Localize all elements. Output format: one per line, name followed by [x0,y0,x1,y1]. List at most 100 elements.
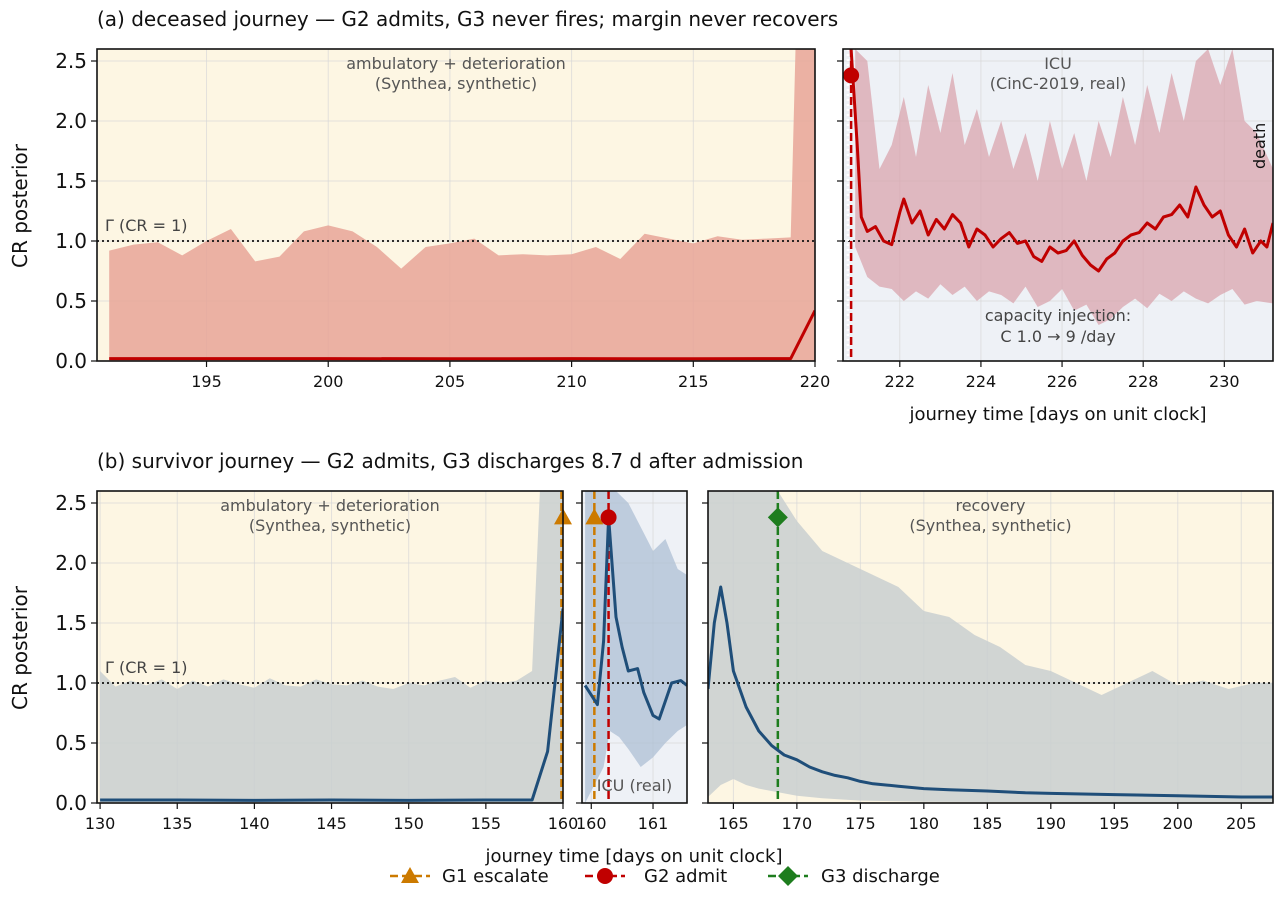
panel-b-recovery: recovery(Synthea, synthetic) 165 170 175 180… [702,490,1274,833]
uncertainty-band [109,49,815,361]
region-label: (Synthea, synthetic) [375,74,537,93]
x-tick-label: 135 [162,814,193,833]
region-label: recovery [955,496,1025,515]
capacity-annotation: C 1.0 → 9 /day [1000,327,1115,346]
x-tick-label: 170 [782,814,813,833]
ylabel-b: CR posterior [8,585,32,710]
y-tick-label: 2.5 [55,49,87,73]
y-tick-label: 1.0 [55,671,87,695]
y-tick-label: 0.5 [55,731,87,755]
uncertainty-band [585,491,687,803]
panel-frame [96,490,564,804]
y-tick-label: 0.0 [55,349,87,373]
plot-area [843,49,1273,361]
legend-label-g3: G3 discharge [821,866,940,887]
g2-admit-marker [843,67,860,84]
region-label: (CinC-2019, real) [990,74,1126,93]
plot-area [708,491,1273,803]
legend-g2-circle-marker [597,868,613,884]
legend-label-g2: G2 admit [644,866,727,887]
legend-item-g1: G1 escalate [390,866,549,887]
x-tick-label: 165 [718,814,749,833]
legend-item-g2: G2 admit [585,866,727,887]
x-tick-label: 200 [313,372,344,391]
x-tick-label: 160 [576,814,607,833]
xlabel-a: journey time [days on unit clock] [909,404,1207,425]
x-tick-label: 130 [85,814,116,833]
y-tick-label: 1.5 [55,169,87,193]
x-tick-label: 220 [800,372,831,391]
x-tick-label: 155 [471,814,502,833]
x-tick-label: 228 [1128,372,1159,391]
capacity-annotation: capacity injection: [985,306,1131,325]
x-tick-label: 226 [1047,372,1078,391]
plot-area [97,491,563,803]
y-tick-label: 0.0 [55,791,87,815]
x-tick-label: 195 [191,372,222,391]
region-label: (Synthea, synthetic) [249,516,411,535]
panel-frame [96,48,816,362]
x-tick-label: 160 [548,814,579,833]
panel-a-icu: ICU(CinC-2019, real) death capacity inject… [837,48,1274,391]
mean-line [849,49,1273,273]
x-tick-label: 205 [435,372,466,391]
panel-b-icu: ICU (real) 160 161 [576,490,688,833]
legend-g1-triangle-marker [401,867,419,883]
mean-line [708,585,1273,799]
reference-label: Γ (CR = 1) [105,216,188,235]
x-tick-label: 185 [972,814,1003,833]
reference-label: Γ (CR = 1) [105,658,188,677]
y-tick-label: 0.5 [55,289,87,313]
region-label: ICU [1044,54,1072,73]
region-label: (Synthea, synthetic) [909,516,1071,535]
g1-escalate-marker [585,508,604,525]
legend-item-g3: G3 discharge [768,866,940,887]
panel-frame [581,490,688,804]
uncertainty-band [855,49,1273,325]
x-tick-label: 190 [1036,814,1067,833]
x-tick-label: 140 [239,814,270,833]
x-tick-label: 200 [1163,814,1194,833]
panel-frame [707,490,1274,804]
x-tick-label: 215 [678,372,709,391]
y-tick-label: 2.0 [55,109,87,133]
x-tick-label: 180 [909,814,940,833]
uncertainty-band [708,491,1273,803]
y-tick-label: 2.5 [55,491,87,515]
legend-label-g1: G1 escalate [442,866,549,887]
y-tick-label: 2.0 [55,551,87,575]
panel-a-ambulatory: ambulatory + deterioration(Synthea, synt… [55,48,831,391]
ylabel-a: CR posterior [8,143,32,268]
plot-area [582,491,687,803]
region-label: ambulatory + deterioration [346,54,566,73]
y-tick-label: 1.0 [55,229,87,253]
death-label: death [1250,123,1269,169]
mean-line [109,309,815,361]
mean-line [583,515,687,721]
g3-discharge-marker [767,507,788,528]
x-tick-label: 195 [1099,814,1130,833]
title-a: (a) deceased journey — G2 admits, G3 nev… [97,7,838,31]
g2-admit-marker [600,509,617,526]
region-label: ambulatory + deterioration [220,496,440,515]
x-tick-label: 175 [845,814,876,833]
x-tick-label: 210 [556,372,587,391]
legend: G1 escalate G2 admit G3 discharge [390,866,940,887]
x-tick-label: 222 [885,372,916,391]
x-tick-label: 161 [638,814,669,833]
xlabel-b: journey time [days on unit clock] [485,846,783,867]
panel-frame [842,48,1274,362]
x-tick-label: 230 [1209,372,1240,391]
x-tick-label: 205 [1226,814,1257,833]
panel-b-ambulatory: ambulatory + deterioration(Synthea, synt… [55,490,579,833]
y-tick-label: 1.5 [55,611,87,635]
x-tick-label: 145 [316,814,347,833]
plot-area [97,49,815,361]
title-b: (b) survivor journey — G2 admits, G3 dis… [97,449,803,473]
region-label: ICU (real) [597,776,673,795]
uncertainty-band [100,491,563,803]
x-tick-label: 150 [393,814,424,833]
legend-g3-diamond-marker [778,866,798,886]
x-tick-label: 224 [966,372,997,391]
